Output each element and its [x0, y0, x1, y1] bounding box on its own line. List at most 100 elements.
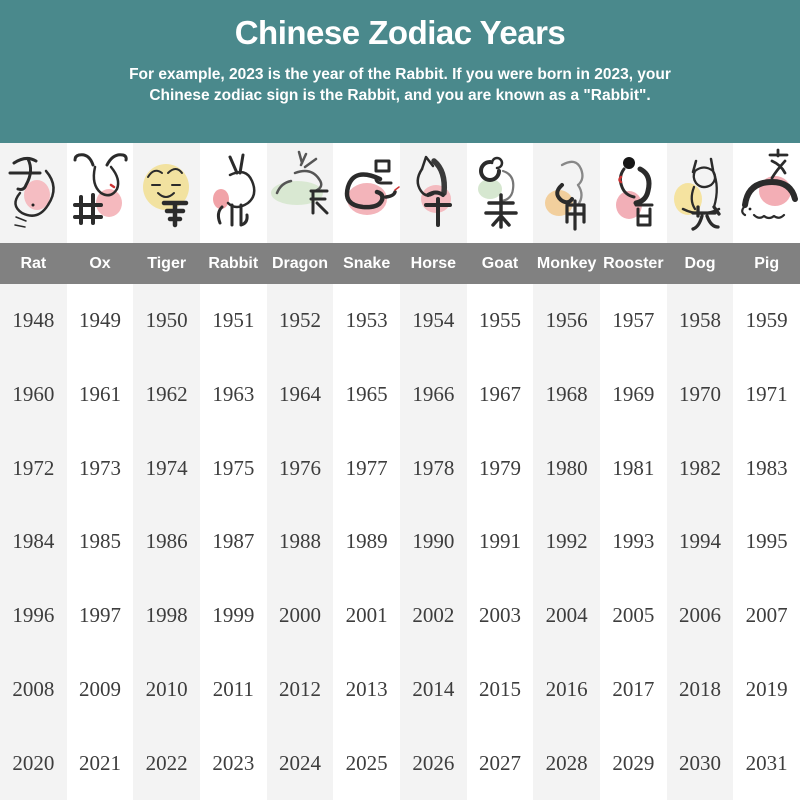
year-cell: 2028	[533, 726, 600, 800]
year-cell: 2025	[333, 726, 400, 800]
year-cell: 2021	[66, 726, 134, 800]
year-cell: 1969	[599, 357, 667, 432]
monkey-icon-cell	[533, 143, 600, 243]
year-cell: 2016	[533, 652, 600, 727]
year-cell: 2023	[199, 726, 267, 800]
year-cell: 1968	[533, 357, 600, 432]
year-cell: 1979	[466, 431, 534, 506]
year-cell: 1994	[666, 505, 734, 579]
page-header: Chinese Zodiac Years For example, 2023 i…	[0, 0, 800, 143]
year-cell: 2011	[199, 652, 267, 727]
monkey-icon	[544, 160, 586, 231]
year-cell: 1955	[466, 284, 534, 358]
year-cell: 1965	[333, 357, 400, 432]
year-cell: 2005	[599, 578, 667, 653]
pig-icon	[740, 148, 798, 220]
year-cell: 1996	[0, 578, 67, 653]
rat-icon	[8, 156, 56, 228]
year-cell: 2010	[133, 652, 200, 727]
year-cell: 1956	[533, 284, 600, 358]
year-cell: 1950	[133, 284, 200, 358]
year-cell: 1949	[66, 284, 134, 358]
year-cell: 2018	[666, 652, 734, 727]
year-cell: 1957	[599, 284, 667, 358]
year-cell: 1986	[133, 505, 200, 579]
zodiac-name-goat: Goat	[466, 243, 534, 284]
year-cell: 2019	[733, 652, 800, 727]
year-cell: 1989	[333, 505, 400, 579]
tiger-icon	[142, 164, 189, 228]
year-cell: 1974	[133, 431, 200, 506]
zodiac-name-ox: Ox	[66, 243, 134, 284]
dog-icon	[673, 157, 721, 231]
zodiac-name-dragon: Dragon	[266, 243, 334, 284]
year-cell: 1981	[599, 431, 667, 506]
year-cell: 1962	[133, 357, 200, 432]
rat-icon-cell	[0, 143, 67, 243]
ox-icon-cell	[66, 143, 134, 243]
zodiac-name-rooster: Rooster	[599, 243, 667, 284]
year-cell: 2022	[133, 726, 200, 800]
year-cell: 1966	[399, 357, 467, 432]
page-title: Chinese Zodiac Years	[234, 14, 566, 51]
page-subtitle: For example, 2023 is the year of the Rab…	[129, 66, 671, 104]
year-cell: 2015	[466, 652, 534, 727]
year-cell: 2029	[599, 726, 667, 800]
zodiac-name-rat: Rat	[0, 243, 67, 284]
year-cell: 1959	[733, 284, 800, 358]
zodiac-name-horse: Horse	[399, 243, 467, 284]
snake-icon-cell	[333, 143, 400, 243]
year-cell: 1963	[199, 357, 267, 432]
year-cell: 2002	[399, 578, 467, 653]
dragon-icon-cell	[266, 143, 334, 243]
year-cell: 1983	[733, 431, 800, 506]
year-cell: 1999	[199, 578, 267, 653]
year-cell: 2008	[0, 652, 67, 727]
year-cell: 1951	[199, 284, 267, 358]
zodiac-name-snake: Snake	[333, 243, 400, 284]
year-cell: 1954	[399, 284, 467, 358]
goat-icon	[477, 156, 518, 229]
year-cell: 2012	[266, 652, 334, 727]
year-cell: 2001	[333, 578, 400, 653]
year-cell: 1952	[266, 284, 334, 358]
year-cell: 2027	[466, 726, 534, 800]
year-cell: 2013	[333, 652, 400, 727]
snake-icon	[344, 159, 400, 215]
year-cell: 1960	[0, 357, 67, 432]
horse-icon	[416, 155, 453, 227]
pig-icon-cell	[733, 143, 800, 243]
year-cell: 1997	[66, 578, 134, 653]
year-cell: 1971	[733, 357, 800, 432]
dog-icon-cell	[666, 143, 734, 243]
zodiac-name-pig: Pig	[733, 243, 800, 284]
year-cell: 1975	[199, 431, 267, 506]
year-cell: 1961	[66, 357, 134, 432]
year-cell: 1958	[666, 284, 734, 358]
year-cell: 2006	[666, 578, 734, 653]
year-cell: 1995	[733, 505, 800, 579]
ox-icon	[72, 153, 128, 225]
year-cell: 2030	[666, 726, 734, 800]
year-cell: 1948	[0, 284, 67, 358]
year-cell: 2017	[599, 652, 667, 727]
zodiac-name-dog: Dog	[666, 243, 734, 284]
year-cell: 2009	[66, 652, 134, 727]
year-cell: 1972	[0, 431, 67, 506]
rabbit-icon	[213, 153, 256, 227]
year-cell: 2026	[399, 726, 467, 800]
horse-icon-cell	[399, 143, 467, 243]
rabbit-icon-cell	[199, 143, 267, 243]
year-cell: 1990	[399, 505, 467, 579]
year-cell: 1976	[266, 431, 334, 506]
year-cell: 1980	[533, 431, 600, 506]
year-cell: 1988	[266, 505, 334, 579]
rooster-icon-cell	[599, 143, 667, 243]
year-cell: 1978	[399, 431, 467, 506]
year-cell: 2024	[266, 726, 334, 800]
year-cell: 1992	[533, 505, 600, 579]
year-cell: 2014	[399, 652, 467, 727]
year-cell: 1993	[599, 505, 667, 579]
dragon-icon	[270, 150, 329, 215]
year-cell: 1991	[466, 505, 534, 579]
